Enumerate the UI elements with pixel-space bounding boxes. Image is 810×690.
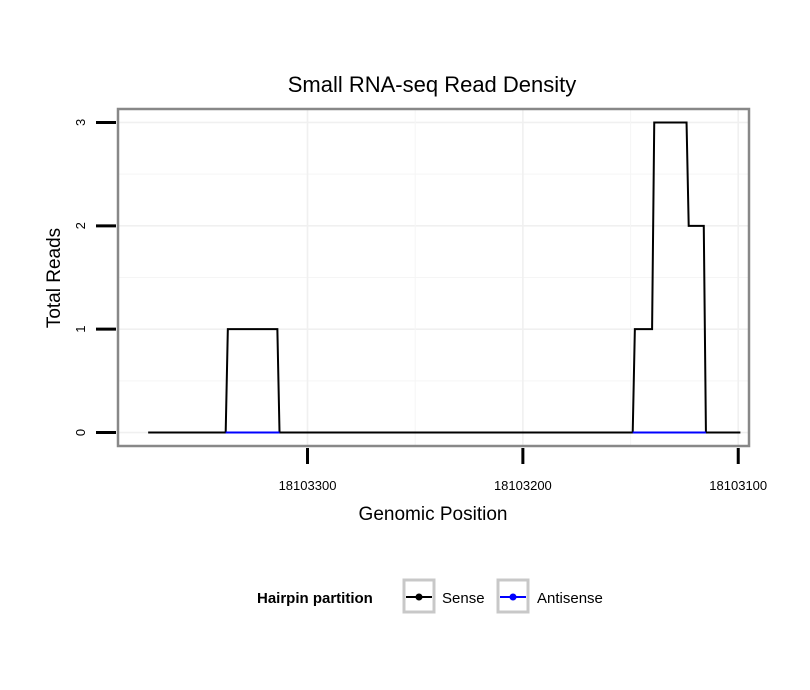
legend-point-antisense bbox=[509, 593, 517, 601]
y-tick-label: 0 bbox=[73, 429, 88, 436]
legend-item-sense: Sense bbox=[402, 578, 485, 614]
y-tick-label: 3 bbox=[73, 119, 88, 126]
plot-panel bbox=[116, 107, 751, 448]
grid bbox=[118, 109, 749, 446]
legend-label-sense: Sense bbox=[442, 590, 485, 607]
x-axis-title: Genomic Position bbox=[359, 504, 508, 525]
x-tick-label: 18103300 bbox=[279, 478, 337, 493]
data-lines bbox=[148, 121, 741, 434]
legend: Hairpin partition Sense Antisense bbox=[257, 578, 603, 614]
axes: 0 1 2 3 18103300 18103200 18103100 bbox=[73, 119, 767, 493]
y-tick-label: 1 bbox=[73, 326, 88, 333]
chart-title: Small RNA-seq Read Density bbox=[288, 72, 577, 97]
legend-item-antisense: Antisense bbox=[496, 578, 603, 614]
legend-label-antisense: Antisense bbox=[537, 590, 603, 607]
x-tick-label: 18103100 bbox=[709, 478, 767, 493]
y-axis-title: Total Reads bbox=[44, 228, 65, 328]
series-line-sense bbox=[148, 121, 741, 434]
legend-title: Hairpin partition bbox=[257, 590, 373, 607]
y-tick-label: 2 bbox=[73, 222, 88, 229]
legend-point-sense bbox=[415, 593, 423, 601]
x-tick-label: 18103200 bbox=[494, 478, 552, 493]
